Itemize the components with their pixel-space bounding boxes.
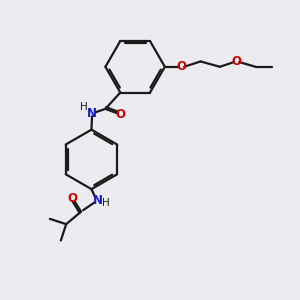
Text: H: H — [102, 198, 110, 208]
Text: N: N — [92, 194, 102, 207]
Text: O: O — [176, 60, 186, 73]
Text: O: O — [68, 192, 78, 205]
Text: H: H — [80, 102, 88, 112]
Text: O: O — [115, 108, 125, 121]
Text: N: N — [87, 107, 97, 120]
Text: O: O — [231, 55, 241, 68]
